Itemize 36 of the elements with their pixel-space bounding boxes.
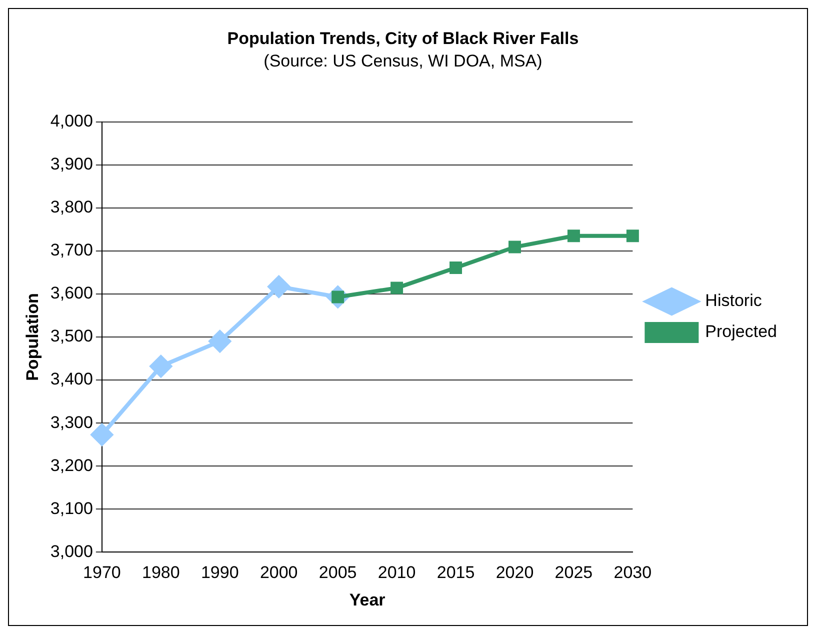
x-tick-label: 2020 bbox=[496, 563, 534, 582]
point bbox=[508, 240, 521, 254]
x-axis-title: Year bbox=[349, 590, 386, 610]
y-tick-label: 3,600 bbox=[50, 284, 93, 303]
point bbox=[626, 230, 639, 242]
legend-label: Historic bbox=[705, 291, 762, 310]
y-tick-label: 3,800 bbox=[50, 198, 93, 217]
x-tick-label: 1990 bbox=[200, 563, 239, 582]
x-tick-label: 2025 bbox=[554, 563, 593, 582]
point bbox=[90, 424, 113, 446]
x-tick-label: 2000 bbox=[260, 563, 298, 582]
point bbox=[208, 330, 231, 352]
chart-title: Population Trends, City of Black River Falls bbox=[227, 28, 579, 48]
point bbox=[450, 261, 462, 274]
y-tick-label: 3,900 bbox=[50, 154, 93, 174]
y-tick-label: 4,000 bbox=[50, 111, 93, 130]
y-tick-label: 3,400 bbox=[50, 370, 93, 389]
point bbox=[567, 230, 580, 242]
x-tick-label: 1970 bbox=[83, 563, 121, 582]
point bbox=[150, 355, 172, 378]
y-tick-label: 3,500 bbox=[50, 326, 93, 346]
x-tick-label: 2010 bbox=[378, 563, 416, 582]
legend-label: Projected bbox=[705, 322, 778, 342]
y-tick-label: 3,100 bbox=[50, 498, 93, 518]
point bbox=[390, 282, 404, 294]
y-tick-label: 3,300 bbox=[50, 412, 93, 432]
x-tick-label: 2005 bbox=[318, 563, 357, 582]
x-tick-label: 1980 bbox=[142, 563, 180, 582]
x-tick-label: 2015 bbox=[436, 563, 475, 582]
y-tick-label: 3,200 bbox=[50, 456, 93, 475]
chart-subtitle: (Source: US Census, WI DOA, MSA) bbox=[264, 51, 542, 70]
y-tick-label: 3,700 bbox=[50, 240, 93, 260]
y-axis-title: Population bbox=[22, 293, 42, 381]
y-tick-label: 3,000 bbox=[50, 542, 93, 561]
x-tick-label: 2030 bbox=[614, 563, 652, 582]
point bbox=[268, 276, 290, 298]
